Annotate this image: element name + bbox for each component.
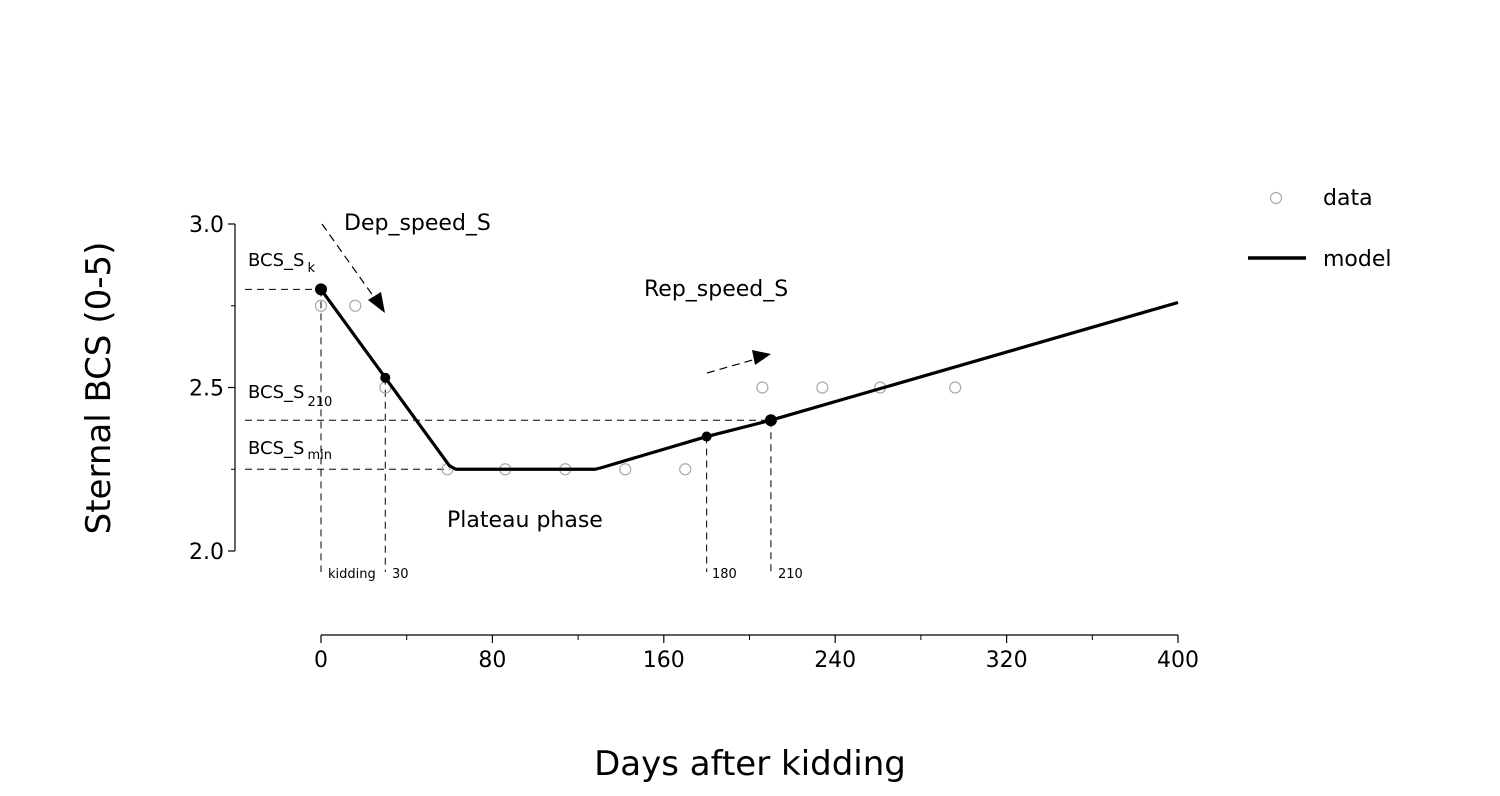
rep-speed-arrow <box>706 350 771 374</box>
x-tick-label-0: 0 <box>314 648 328 673</box>
x-axis-title: Days after kidding <box>594 744 906 784</box>
bcs-k-label: BCS_S k <box>248 250 315 276</box>
legend-model-label: model <box>1323 247 1392 272</box>
key-point-3 <box>764 414 777 427</box>
data-point-1 <box>349 299 362 312</box>
plateau-label: Plateau phase <box>447 508 603 533</box>
y-tick-label-2: 3.0 <box>189 213 224 238</box>
vline-label-180: 180 <box>712 567 737 582</box>
dep-speed-arrow <box>321 223 385 313</box>
x-tick-label-5: 400 <box>1157 648 1199 673</box>
legend-data-label: data <box>1323 186 1373 211</box>
data-point-7 <box>679 463 692 476</box>
dep-speed-label: Dep_speed_S <box>344 211 491 236</box>
vline-label-kidding: kidding <box>328 567 376 582</box>
legend-data-marker <box>1269 191 1283 205</box>
model-line <box>319 288 1179 471</box>
y-ticks: 2.0 2.5 3.0 <box>189 213 235 565</box>
vline-label-30: 30 <box>392 567 409 582</box>
key-points <box>315 283 777 442</box>
y-tick-label-1: 2.5 <box>189 377 224 402</box>
x-tick-label-3: 240 <box>814 648 856 673</box>
model-series <box>319 288 1179 471</box>
data-point-0 <box>314 299 328 312</box>
y-axis-title: Sternal BCS (0-5) <box>79 242 119 535</box>
key-point-1 <box>380 372 391 383</box>
bcs-210-label: BCS_S 210 <box>248 382 332 410</box>
data-point-11 <box>949 381 962 394</box>
bcs-min-label: BCS_S min <box>248 438 332 463</box>
x-ticks: 0 80 160 240 320 400 <box>314 635 1199 673</box>
reference-lines <box>245 288 772 572</box>
key-point-2 <box>701 431 712 442</box>
rep-speed-label: Rep_speed_S <box>644 277 788 302</box>
key-point-0 <box>315 283 327 296</box>
data-series <box>314 299 962 476</box>
data-point-8 <box>756 381 769 394</box>
data-point-9 <box>816 381 829 394</box>
data-point-6 <box>619 463 632 476</box>
legend: data model <box>1248 186 1392 272</box>
x-tick-label-2: 160 <box>643 648 685 673</box>
y-tick-label-0: 2.0 <box>189 540 224 565</box>
x-tick-label-1: 80 <box>478 648 506 673</box>
x-tick-label-4: 320 <box>986 648 1028 673</box>
vline-label-210: 210 <box>778 567 803 582</box>
